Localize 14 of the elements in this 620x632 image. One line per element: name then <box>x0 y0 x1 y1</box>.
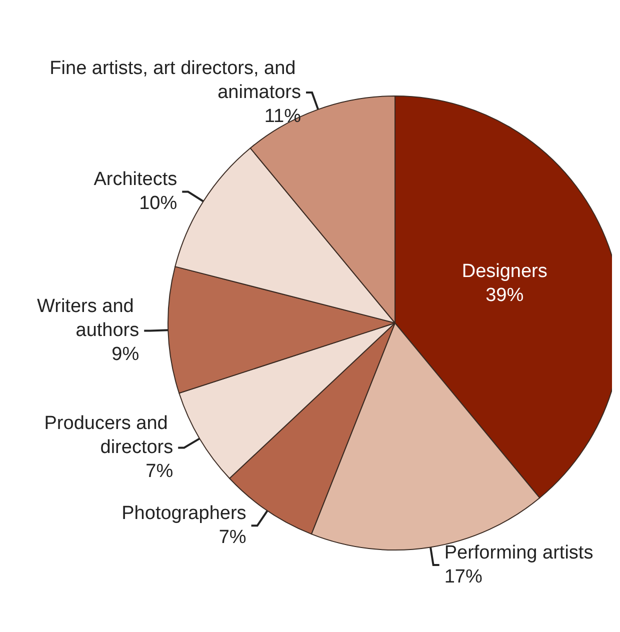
slice-label: Producers and directors <box>44 413 174 458</box>
slice-label: Writers and authors <box>37 296 140 342</box>
data-label: 17% <box>444 566 482 588</box>
slice-label: Fine artists, art directors, and animators <box>50 58 302 103</box>
slice-label: Designers <box>462 261 548 282</box>
data-label: 10% <box>139 193 178 214</box>
data-label: 9% <box>112 344 140 366</box>
data-label: 11% <box>264 106 302 127</box>
data-label: 7% <box>146 461 174 482</box>
slice-label: Architects <box>94 169 178 190</box>
data-label: 7% <box>218 527 246 548</box>
slice-label: Photographers <box>122 503 246 524</box>
slice-label: Performing artists <box>444 542 594 564</box>
data-label: 39% <box>486 285 524 306</box>
